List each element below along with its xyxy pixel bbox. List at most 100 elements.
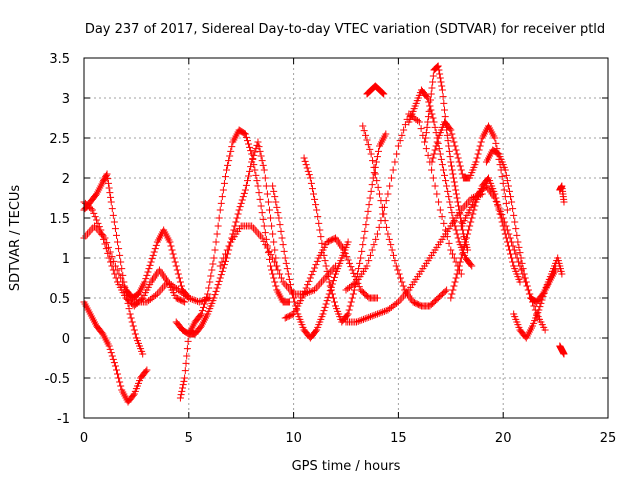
data-point [315, 219, 323, 227]
data-point [452, 190, 460, 198]
data-point [108, 253, 116, 261]
y-tick-label: 3.5 [49, 52, 70, 67]
data-point [176, 278, 184, 286]
data-point [261, 174, 269, 182]
data-point [152, 241, 160, 249]
data-point [517, 266, 525, 274]
data-point [446, 198, 454, 206]
data-point [105, 184, 113, 192]
data-point [448, 166, 456, 174]
data-point [117, 258, 125, 266]
data-point [537, 299, 545, 307]
data-point [104, 175, 112, 183]
data-point [453, 194, 461, 202]
data-point [319, 310, 327, 318]
data-point [499, 214, 507, 222]
data-point [364, 207, 372, 215]
data-point [560, 350, 568, 358]
data-point [508, 198, 516, 206]
data-point [127, 314, 135, 322]
data-point [261, 229, 269, 237]
data-point [447, 162, 455, 170]
data-point [256, 195, 264, 203]
data-point [312, 201, 320, 209]
data-point [505, 187, 513, 195]
data-point [109, 211, 117, 219]
data-point [373, 294, 381, 302]
data-point [147, 258, 155, 266]
data-point [451, 182, 459, 190]
data-point [362, 221, 370, 229]
data-point [213, 230, 221, 238]
data-point [240, 189, 248, 197]
data-point [184, 293, 192, 301]
data-point [356, 259, 364, 267]
data-point [454, 202, 462, 210]
data-point [328, 290, 336, 298]
data-point [358, 247, 366, 255]
data-point [390, 251, 398, 259]
data-point [398, 278, 406, 286]
data-point [245, 140, 253, 148]
data-point [249, 155, 257, 163]
data-point [299, 291, 307, 299]
data-point [183, 352, 191, 360]
data-point [116, 378, 124, 386]
data-point [258, 157, 266, 165]
data-point [387, 241, 395, 249]
data-point [450, 254, 458, 262]
data-point [396, 137, 404, 145]
data-point [441, 113, 449, 121]
data-point [112, 366, 120, 374]
data-point [146, 261, 154, 269]
data-point [168, 246, 176, 254]
data-point [449, 286, 457, 294]
data-point [302, 161, 310, 169]
data-point [398, 131, 406, 139]
data-point [311, 195, 319, 203]
data-point [370, 241, 378, 249]
data-point [451, 142, 459, 150]
data-point [350, 286, 358, 294]
data-point [221, 257, 229, 265]
data-point [141, 278, 149, 286]
data-point [522, 278, 530, 286]
series-sat-f [176, 126, 293, 402]
data-point [106, 189, 114, 197]
data-point [448, 130, 456, 138]
data-point [107, 258, 115, 266]
data-point [105, 342, 113, 350]
data-point [197, 310, 205, 318]
data-point [199, 303, 207, 311]
data-point [454, 154, 462, 162]
data-point [196, 311, 204, 319]
data-point [348, 266, 356, 274]
data-point [500, 186, 508, 194]
data-point [267, 214, 275, 222]
data-point [309, 267, 317, 275]
data-point [458, 170, 466, 178]
data-point [467, 261, 475, 269]
data-point [506, 234, 514, 242]
data-point [391, 257, 399, 265]
data-point [431, 123, 439, 131]
data-point [455, 206, 463, 214]
data-point [435, 66, 443, 74]
data-point [358, 316, 366, 324]
data-point [513, 231, 521, 239]
data-point [375, 223, 383, 231]
data-point [431, 182, 439, 190]
data-point [260, 166, 268, 174]
data-point [515, 243, 523, 251]
data-point [117, 382, 125, 390]
data-point [445, 142, 453, 150]
data-point [428, 166, 436, 174]
data-point [456, 258, 464, 266]
data-point [498, 173, 506, 181]
series-sat-v [510, 254, 566, 342]
data-point [447, 158, 455, 166]
data-point [256, 147, 264, 155]
data-point [172, 262, 180, 270]
data-point [301, 157, 309, 165]
